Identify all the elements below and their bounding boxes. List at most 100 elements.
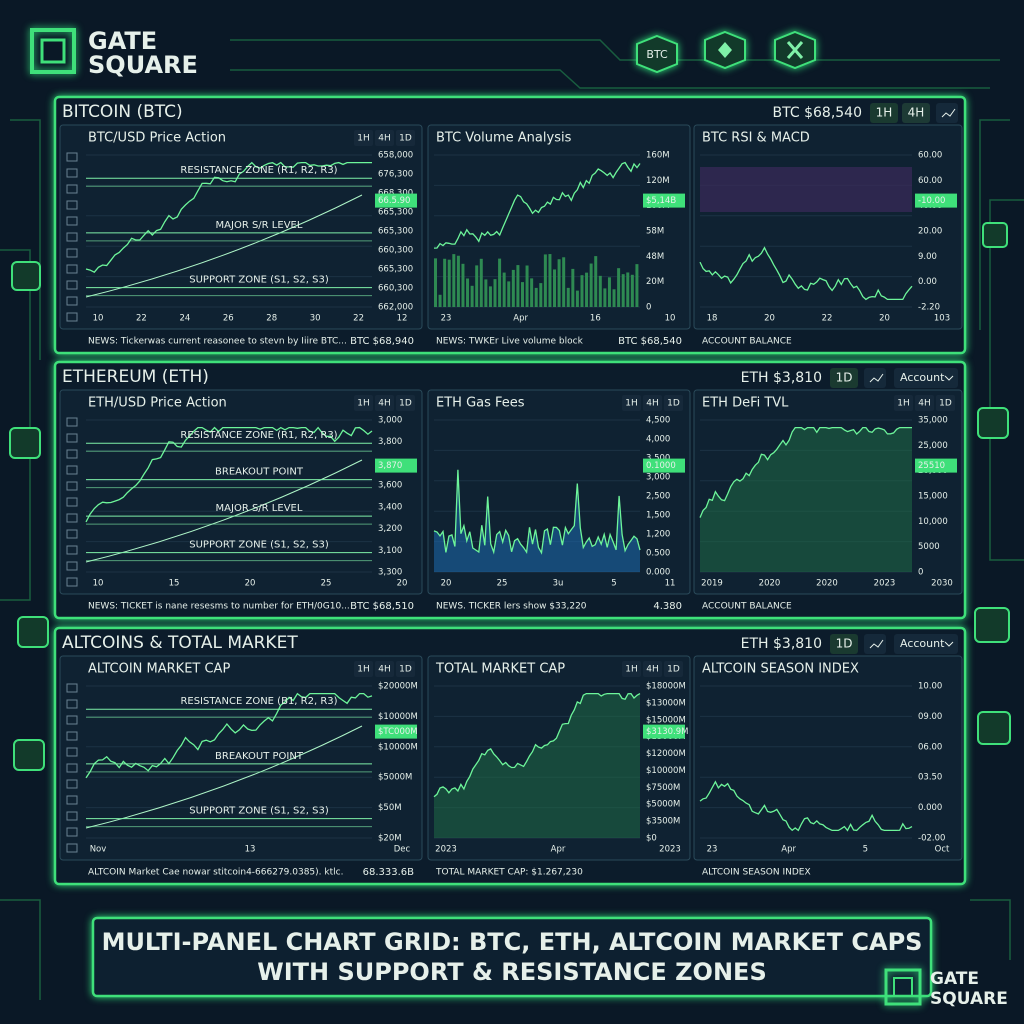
zone-annotation: MAJOR S/R LEVEL <box>216 503 303 514</box>
panel-title: ETH DeFi TVL <box>702 396 789 411</box>
tool-icon[interactable] <box>66 296 78 306</box>
panel-timeframe-button[interactable] <box>396 130 415 146</box>
tool-icon[interactable] <box>66 529 78 539</box>
tool-icon[interactable] <box>66 545 78 555</box>
tool-icon[interactable] <box>66 417 78 427</box>
volume-bar <box>617 268 621 307</box>
panel-timeframe-button[interactable] <box>894 395 913 411</box>
x-axis-label: 10 <box>665 314 676 324</box>
zone-annotation: MAJOR S/R LEVEL <box>216 220 303 231</box>
panel-title: TOTAL MARKET CAP <box>435 662 565 677</box>
tool-icon[interactable] <box>66 513 78 523</box>
tool-icon[interactable] <box>66 168 78 178</box>
panel-timeframe-button[interactable] <box>622 661 641 677</box>
panel-footer-value: 68.333.6B <box>363 867 415 878</box>
tool-icon[interactable] <box>66 216 78 226</box>
x-axis-label: 5 <box>863 845 868 855</box>
panel-timeframe-button[interactable] <box>396 395 415 411</box>
tool-icon[interactable] <box>66 827 78 837</box>
tool-icon[interactable] <box>66 779 78 789</box>
panel-timeframe-button[interactable] <box>915 395 934 411</box>
panel-timeframe-button[interactable] <box>354 395 373 411</box>
tool-icon[interactable] <box>66 152 78 162</box>
chart-panel <box>59 655 423 861</box>
zone-annotation: RESISTANCE ZONE (B1, R2, R3) <box>180 696 337 707</box>
panel-title: BTC RSI & MACD <box>702 131 810 146</box>
tool-icon[interactable] <box>66 731 78 741</box>
tool-icon[interactable] <box>66 811 78 821</box>
panel-timeframe-button[interactable] <box>396 661 415 677</box>
chart-icon-button[interactable] <box>936 103 958 123</box>
panel-timeframe-button[interactable] <box>375 130 394 146</box>
tool-icon[interactable] <box>66 248 78 258</box>
panel-timeframe-button[interactable] <box>936 395 955 411</box>
x-axis-label: 18 <box>707 314 718 324</box>
tool-icon[interactable] <box>66 280 78 290</box>
y-axis-label: 3,400 <box>378 502 402 512</box>
tool-icon[interactable] <box>66 312 78 322</box>
tool-icon[interactable] <box>66 465 78 475</box>
panel-title: BTC/USD Price Action <box>88 131 226 146</box>
volume-bar <box>470 285 474 307</box>
price-highlight <box>643 193 685 208</box>
side-icons <box>9 222 1011 771</box>
panel-timeframe-button[interactable] <box>354 661 373 677</box>
tool-icon[interactable] <box>66 449 78 459</box>
x-axis-label: 11 <box>665 579 676 589</box>
account-button[interactable] <box>894 368 958 388</box>
tool-icon[interactable] <box>66 497 78 507</box>
tool-icon[interactable] <box>66 763 78 773</box>
x-axis-label: 2019 <box>701 579 723 589</box>
tool-icon[interactable] <box>66 747 78 757</box>
price-highlight-label: 3,870 <box>378 461 402 471</box>
panel-timeframe-button[interactable] <box>354 130 373 146</box>
tool-icon[interactable] <box>66 264 78 274</box>
chart-icon-button[interactable] <box>864 368 886 388</box>
tool-icon[interactable] <box>66 795 78 805</box>
tool-icon[interactable] <box>66 481 78 491</box>
volume-bar <box>456 255 460 307</box>
panel-timeframe-button[interactable] <box>622 395 641 411</box>
volume-bar <box>452 254 456 307</box>
tool-icon[interactable] <box>66 699 78 709</box>
panel-timeframe-button[interactable] <box>664 395 683 411</box>
zone-annotation: RESISTANCE ZONE (R1, R2, R3) <box>180 430 337 441</box>
y-axis-label: $7500M <box>646 783 680 793</box>
y-axis-label: 3,000 <box>646 473 670 483</box>
y-axis-label: $10000M <box>646 766 686 776</box>
tool-icon[interactable] <box>66 232 78 242</box>
timeframe-button[interactable] <box>870 103 898 123</box>
panel-timeframe-button[interactable] <box>375 395 394 411</box>
x-axis-label: 23 <box>441 314 452 324</box>
timeframe-button[interactable] <box>830 368 858 388</box>
tool-icon[interactable] <box>66 433 78 443</box>
panel-timeframe-button[interactable] <box>664 661 683 677</box>
logo-text: SQUARE <box>88 51 198 79</box>
volume-bar <box>603 288 607 307</box>
panel-timeframe-button[interactable] <box>643 395 662 411</box>
timeframe-button[interactable] <box>830 634 858 654</box>
timeframe-button[interactable] <box>902 103 930 123</box>
x-axis-label: 20 <box>245 579 256 589</box>
panel-timeframe-button[interactable] <box>375 661 394 677</box>
panel-timeframe-button[interactable] <box>643 661 662 677</box>
tool-icon[interactable] <box>66 577 78 587</box>
volume-bar <box>516 265 520 307</box>
tool-icon[interactable] <box>66 184 78 194</box>
tool-icon[interactable] <box>66 561 78 571</box>
tool-icon[interactable] <box>66 200 78 210</box>
x-axis-label: Apr <box>513 314 528 324</box>
dropdown-chevron <box>944 375 954 381</box>
tool-icon[interactable] <box>66 843 78 853</box>
tool-icon[interactable] <box>66 683 78 693</box>
tool-icon[interactable] <box>66 715 78 725</box>
chart-icon-button[interactable] <box>864 634 886 654</box>
price-highlight <box>643 724 685 739</box>
x-axis-label: 16 <box>590 314 601 324</box>
x-axis-label: 25 <box>321 579 332 589</box>
ticker-price: ETH $3,810 <box>741 370 822 386</box>
x-axis-label: 2020 <box>759 579 781 589</box>
volume-bar <box>585 272 589 307</box>
account-button[interactable] <box>894 634 958 654</box>
section-title: ALTCOINS & TOTAL MARKET <box>62 633 298 653</box>
